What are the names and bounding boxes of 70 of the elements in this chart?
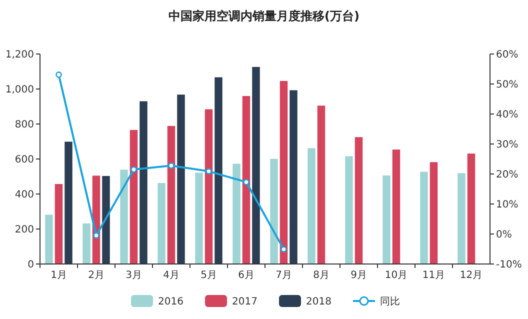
y2-tick-label: 0% bbox=[496, 230, 512, 240]
x-tick-label: 3月 bbox=[126, 270, 142, 281]
bar bbox=[290, 90, 298, 264]
x-tick-label: 2月 bbox=[88, 270, 104, 281]
bar bbox=[177, 94, 185, 264]
x-tick-label: 5月 bbox=[200, 270, 217, 281]
chart-title: 中国家用空调内销量月度推移(万台) bbox=[168, 9, 360, 23]
y-tick-label: 600 bbox=[14, 154, 34, 166]
y-tick-label: 400 bbox=[14, 190, 34, 200]
x-tick-label: 6月 bbox=[238, 270, 254, 281]
bar bbox=[280, 80, 288, 264]
bar bbox=[102, 176, 110, 264]
point bbox=[93, 232, 100, 239]
y2-tick-label: 10% bbox=[496, 200, 518, 210]
bar bbox=[252, 66, 260, 264]
point bbox=[168, 162, 174, 169]
legend-label: 2016 bbox=[158, 296, 184, 308]
y2-tick-label: 20% bbox=[496, 170, 518, 180]
bar bbox=[317, 106, 326, 264]
bar bbox=[204, 109, 213, 264]
bar bbox=[242, 96, 250, 264]
y-tick-label: 200 bbox=[14, 224, 34, 236]
bar bbox=[64, 142, 72, 264]
bar bbox=[354, 137, 363, 264]
y2-tick-label: 60% bbox=[496, 50, 518, 60]
bar bbox=[140, 101, 148, 264]
bar bbox=[270, 158, 278, 264]
bar bbox=[82, 223, 90, 264]
point bbox=[56, 72, 62, 78]
bar bbox=[120, 170, 128, 264]
y2-tick-label: -10% bbox=[496, 260, 522, 270]
bar bbox=[167, 126, 176, 264]
legend-label: 2018 bbox=[306, 296, 332, 308]
bar bbox=[130, 130, 138, 264]
x-tick-label: 7月 bbox=[276, 270, 292, 281]
bar bbox=[195, 172, 203, 264]
y-tick-label: 1,000 bbox=[5, 84, 34, 96]
bar bbox=[158, 182, 166, 264]
bar bbox=[232, 164, 240, 264]
bar bbox=[382, 175, 390, 264]
x-tick-label: 10月 bbox=[384, 270, 408, 281]
y2-tick-label: 50% bbox=[496, 80, 518, 90]
point bbox=[280, 246, 287, 252]
bar bbox=[430, 162, 438, 264]
bar bbox=[420, 172, 428, 264]
y2-tick-label: 30% bbox=[496, 140, 518, 150]
legend-label: 2017 bbox=[232, 296, 258, 308]
x-tick-label: 12月 bbox=[460, 270, 483, 281]
bar bbox=[467, 154, 476, 264]
x-tick-label: 4月 bbox=[163, 270, 180, 281]
y2-tick-label: 40% bbox=[496, 110, 518, 120]
x-tick-label: 11月 bbox=[422, 270, 446, 281]
y-tick-label: 0 bbox=[28, 260, 34, 270]
y-tick-label: 800 bbox=[14, 120, 34, 130]
legend-label: 同比 bbox=[380, 296, 400, 308]
bar bbox=[392, 150, 400, 264]
y-tick-label: 1,200 bbox=[5, 50, 34, 60]
point bbox=[206, 168, 212, 174]
bar bbox=[45, 214, 53, 264]
x-tick-label: 1月 bbox=[50, 270, 67, 281]
bar bbox=[345, 156, 353, 264]
bar bbox=[458, 173, 466, 264]
point bbox=[130, 166, 137, 173]
x-tick-label: 9月 bbox=[350, 270, 367, 281]
bar bbox=[54, 184, 63, 264]
bar bbox=[308, 148, 316, 264]
bar bbox=[214, 77, 222, 264]
point bbox=[243, 178, 250, 186]
bar bbox=[92, 176, 100, 264]
x-tick-label: 8月 bbox=[313, 270, 330, 281]
